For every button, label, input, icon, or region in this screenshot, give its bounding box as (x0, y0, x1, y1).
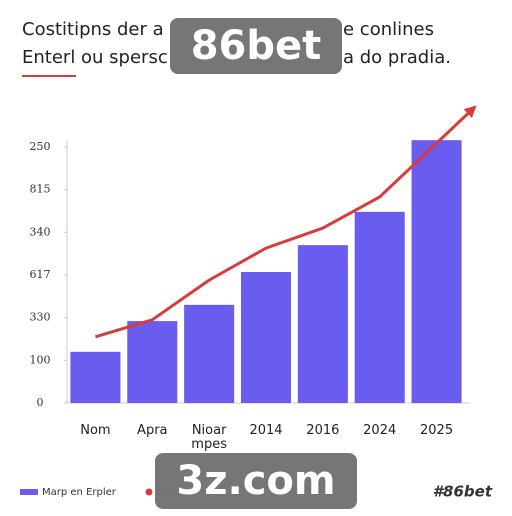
line (94, 142, 438, 339)
bar (354, 211, 405, 403)
watermark: 86bet (191, 23, 322, 69)
y-tick-label: 250 (30, 140, 51, 153)
bar (184, 304, 235, 403)
watermark: #86bet (433, 483, 493, 501)
x-tick-label: Apra (137, 423, 167, 438)
bar (240, 272, 292, 403)
bar (297, 245, 348, 403)
bar (70, 351, 121, 403)
watermark: 3z.com (176, 458, 335, 504)
bar (411, 140, 462, 403)
y-tick-label: 340 (30, 225, 51, 238)
y-tick-label: 330 (30, 311, 51, 324)
y-tick-label: 0 (37, 396, 44, 409)
legend-swatch (145, 488, 153, 496)
y-tick-label: 100 (30, 353, 51, 366)
x-tick-label: Nioar mpes (191, 423, 227, 452)
x-tick-label: 2014 (249, 423, 282, 438)
title-line: Costitipns der a (22, 19, 164, 40)
title-line: Enterl ou spersc (22, 47, 168, 68)
bar (127, 321, 178, 403)
watermark-box (170, 18, 342, 74)
x-tick-label: 2016 (306, 423, 339, 438)
y-tick-label: 815 (30, 183, 51, 196)
y-tick-label: 617 (30, 268, 51, 281)
title-line: a do pradia. (343, 47, 451, 68)
x-tick-label: 2025 (420, 423, 453, 438)
x-tick-label: 2024 (363, 423, 396, 438)
title-line: e conlines (343, 19, 434, 40)
legend-label: Marp en Erpler (42, 487, 117, 498)
arrow-shaft (435, 109, 472, 145)
legend-swatch (20, 489, 38, 495)
watermark-box (155, 453, 357, 509)
arrow-head (463, 105, 477, 118)
x-tick-label: Nom (80, 423, 110, 438)
